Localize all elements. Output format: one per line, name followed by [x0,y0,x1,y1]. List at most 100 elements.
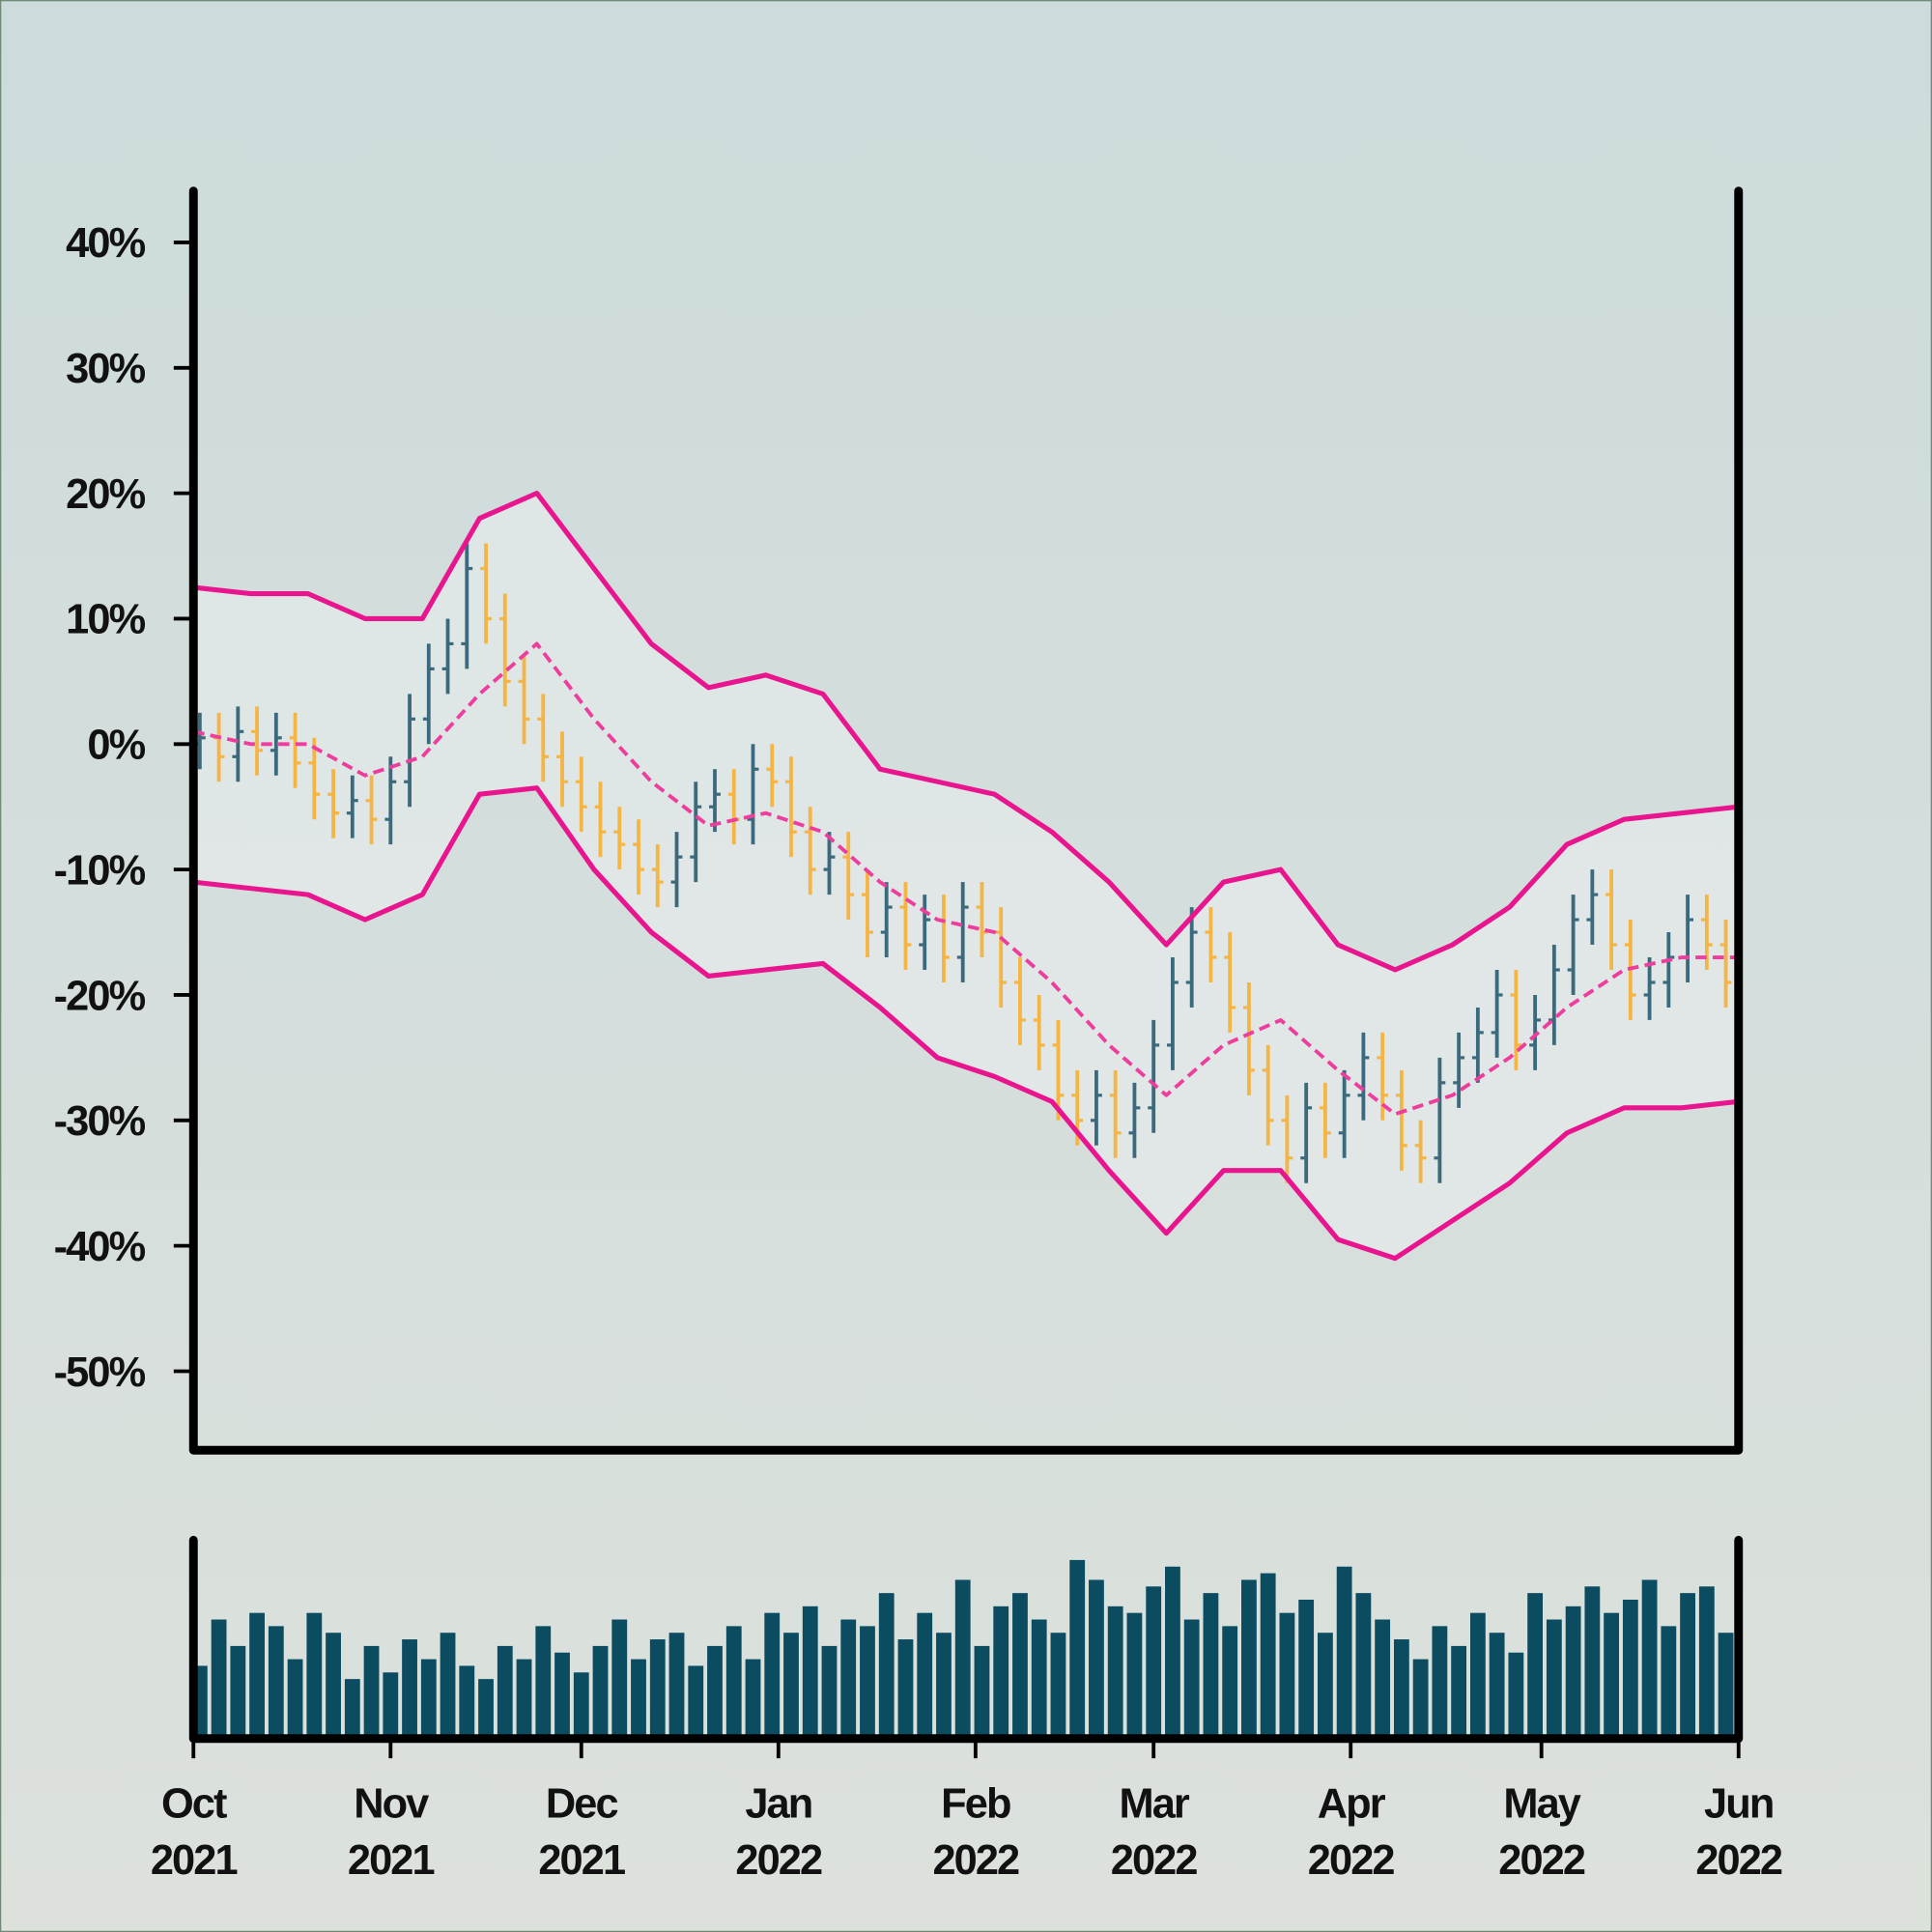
volume-bar [1622,1599,1638,1739]
volume-bar [1641,1579,1658,1739]
volume-bar [878,1593,895,1739]
ohlc-bar [670,832,683,908]
y-tick-label: 20% [66,471,145,518]
x-tick-label: Apr [1318,1780,1386,1827]
ohlc-bar [1033,994,1045,1070]
ohlc-bar [518,656,530,745]
ohlc-bar [270,712,282,776]
ohlc-bar [461,543,473,669]
band-fill [193,493,1739,1259]
volume-bar [1107,1605,1123,1739]
y-tick-label: -40% [54,1224,146,1270]
ohlc-bar [480,543,492,644]
volume-bar [1317,1633,1333,1739]
volume-bar [1432,1626,1448,1739]
ohlc-bar [651,844,664,908]
volume-bar [1661,1626,1677,1739]
ohlc-bar [441,618,454,695]
x-tick-label: May [1503,1780,1580,1827]
volume-bar [649,1639,666,1739]
ohlc-bar [365,775,378,845]
x-tick-label: Mar [1119,1780,1189,1827]
ohlc-bar [709,769,721,833]
ohlc-bar [1148,1019,1160,1133]
x-tick-label: 2021 [151,1837,238,1884]
volume-bar [1146,1586,1162,1739]
volume-bar [1031,1619,1047,1739]
y-tick-label: 0% [87,723,145,769]
band-lower [192,785,1740,1262]
ohlc-bar [633,819,644,895]
volume-bar [1393,1639,1409,1739]
ohlc-bar [956,882,969,982]
ohlc-bar [1434,1057,1446,1183]
y-tick-label: 40% [66,220,145,267]
ohlc-bar [785,756,797,858]
ohlc-bar [1357,1032,1370,1121]
ohlc-bar [747,744,759,845]
volume-bar [1527,1593,1544,1739]
volume-bar [1508,1652,1524,1739]
volume-bar [1565,1605,1581,1739]
volume-bar [974,1645,990,1739]
ohlc-bar [1700,895,1713,970]
ohlc-bar [1395,1069,1407,1171]
volume-bar [1050,1633,1066,1739]
volume-bar [459,1665,475,1739]
volume-bar [268,1626,284,1739]
volume-bar [783,1633,799,1739]
volume-bar [306,1612,323,1739]
volume-bar [211,1619,227,1739]
volume-bar [1260,1573,1276,1739]
ohlc-bar [919,895,931,970]
band-middle [192,641,1739,1117]
ohlc-bar [1109,1069,1122,1158]
ohlc-bar [1242,981,1255,1095]
volume-bar [1584,1586,1601,1739]
ohlc-bar [1014,957,1026,1045]
ohlc-bar [1300,1082,1313,1183]
volume-bar [1698,1586,1715,1739]
volume-bar [1355,1593,1372,1739]
x-tick-label: 2022 [1498,1837,1585,1884]
volume-bar [249,1612,265,1739]
ohlc-bar [498,593,511,707]
volume-bar [573,1672,589,1739]
x-tick-label: Jun [1704,1780,1773,1827]
ohlc-bar [422,643,435,745]
volume-bar [230,1645,246,1739]
ohlc-bar [308,737,321,820]
ohlc-bar [289,712,301,788]
volume-bar [1069,1559,1086,1739]
volume-bar [840,1619,857,1739]
volume-bar [326,1633,341,1739]
y-tick-label: 30% [66,346,145,392]
x-tick-label: 2022 [932,1837,1019,1884]
volume-bar [1451,1645,1467,1739]
ohlc-bar [251,706,264,776]
ohlc-bar [1166,957,1179,1070]
ohlc-bar [1453,1032,1465,1108]
ohlc-bar [1510,969,1522,1070]
volume-bar [1336,1566,1352,1739]
volume-bar [516,1659,532,1739]
volume-bar [1203,1593,1219,1739]
volume-bar [440,1633,456,1739]
volume-bar [1241,1579,1257,1739]
volume-bar [554,1652,570,1739]
volume-bar [821,1645,838,1739]
ohlc-bar [384,756,397,845]
ohlc-bar [1205,907,1217,982]
ohlc-bar [1643,957,1656,1020]
ohlc-bar [1491,969,1503,1058]
volume-bar [1012,1593,1028,1739]
ohlc-bar [537,694,550,782]
volume-bar [535,1626,552,1739]
volume-bar [954,1579,971,1739]
y-tick-label: -10% [54,847,146,894]
volume-bar [478,1679,494,1739]
ohlc-bar [690,781,702,883]
ohlc-bar [1091,1069,1102,1146]
ohlc-bar [880,882,893,958]
